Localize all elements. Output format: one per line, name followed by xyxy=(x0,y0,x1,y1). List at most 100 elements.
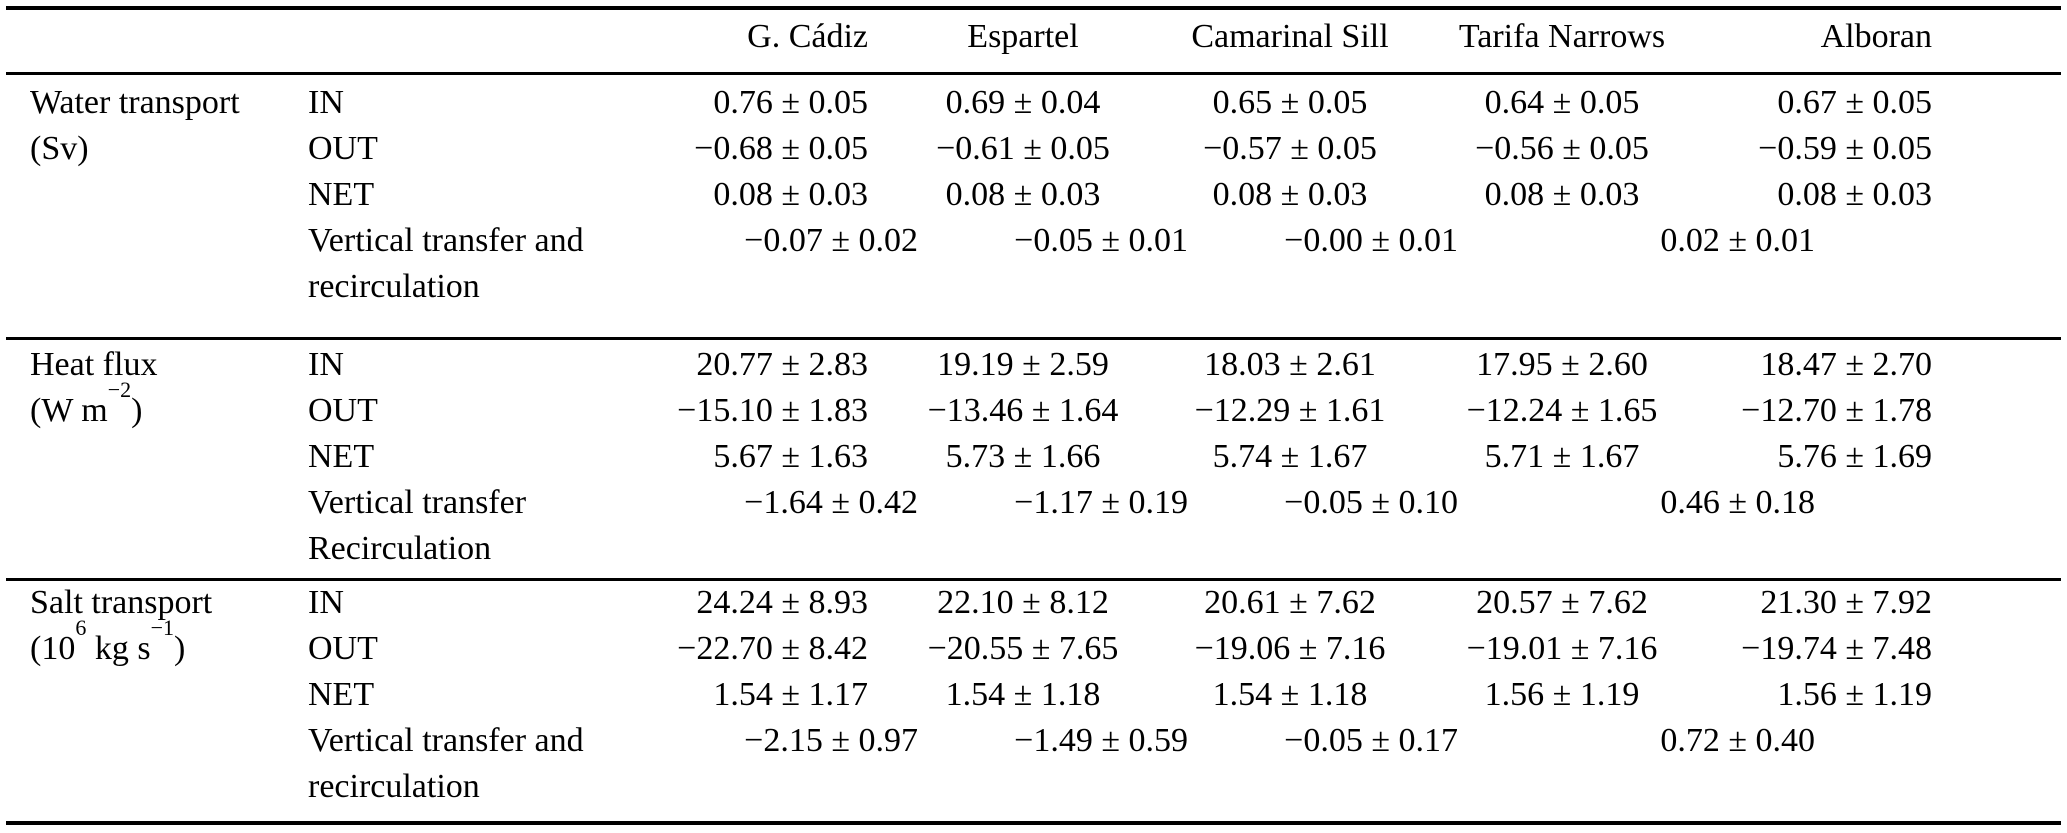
row-label: NET xyxy=(308,676,375,713)
data-cell: 0.67 ± 0.05 xyxy=(1777,84,1932,121)
column-header: Espartel xyxy=(967,18,1079,55)
data-cell: 20.57 ± 7.62 xyxy=(1476,584,1648,621)
table-rule-1 xyxy=(6,72,2061,75)
table-row: NET 5.67 ± 1.63 5.73 ± 1.66 5.74 ± 1.67 5.71… xyxy=(0,434,2067,480)
data-cell: 5.73 ± 1.66 xyxy=(945,438,1101,475)
column-header-row: G. Cádiz Espartel Camarinal Sill Tarifa Nar… xyxy=(0,14,2067,60)
unit-superscript: −1 xyxy=(150,614,174,640)
unit-text: (10 xyxy=(30,630,76,667)
data-cell: 1.54 ± 1.17 xyxy=(713,676,868,713)
data-cell: 20.77 ± 2.83 xyxy=(696,346,868,383)
data-cell: −0.59 ± 0.05 xyxy=(1758,130,1932,167)
row-label: IN xyxy=(308,584,344,621)
data-cell: −19.06 ± 7.16 xyxy=(1194,630,1386,667)
table-row: recirculation xyxy=(0,264,2067,310)
row-label: Recirculation xyxy=(308,530,492,567)
table-row: Vertical transfer and −0.07 ± 0.02 −0.05 ±… xyxy=(0,218,2067,264)
data-cell: 1.56 ± 1.19 xyxy=(1484,676,1640,713)
section-unit: (W m−2) xyxy=(30,378,310,434)
table-row: (106 kg s−1) OUT −22.70 ± 8.42 −20.55 ± 7.6… xyxy=(0,616,2067,672)
data-cell: 5.76 ± 1.69 xyxy=(1777,438,1932,475)
data-cell: −0.61 ± 0.05 xyxy=(936,130,1110,167)
unit-text: ) xyxy=(173,630,186,667)
transfer-value-cell: 0.02 ± 0.01 xyxy=(1660,222,1815,259)
data-cell: −12.29 ± 1.61 xyxy=(1194,392,1386,429)
data-cell: −0.56 ± 0.05 xyxy=(1475,130,1649,167)
section-unit: (Sv) xyxy=(30,126,310,172)
data-cell: 19.19 ± 2.59 xyxy=(937,346,1109,383)
data-cell: 5.67 ± 1.63 xyxy=(713,438,868,475)
section-label: Water transport xyxy=(30,84,240,121)
table-rule-2 xyxy=(6,337,2061,340)
data-cell: −15.10 ± 1.83 xyxy=(677,392,868,429)
transfer-value-cell: −0.00 ± 0.01 xyxy=(1284,222,1458,259)
data-cell: 0.08 ± 0.03 xyxy=(945,176,1101,213)
table-row: (Sv) OUT −0.68 ± 0.05 −0.61 ± 0.05 −0.57 ± 0… xyxy=(0,126,2067,172)
unit-text: (W m xyxy=(30,392,108,429)
row-label: OUT xyxy=(308,392,378,429)
row-label: recirculation xyxy=(308,768,480,805)
data-cell: 17.95 ± 2.60 xyxy=(1476,346,1648,383)
transfer-value-cell: −1.64 ± 0.42 xyxy=(744,484,918,521)
table-rule-4 xyxy=(6,821,2061,825)
data-cell: 20.61 ± 7.62 xyxy=(1204,584,1376,621)
transfer-value-cell: 0.72 ± 0.40 xyxy=(1660,722,1815,759)
data-cell: 1.54 ± 1.18 xyxy=(1212,676,1368,713)
transfer-value-cell: −0.05 ± 0.10 xyxy=(1284,484,1458,521)
transfer-value-cell: −0.05 ± 0.01 xyxy=(1014,222,1188,259)
unit-text: (Sv) xyxy=(30,130,89,167)
table-row: Vertical transfer −1.64 ± 0.42 −1.17 ± 0.1… xyxy=(0,480,2067,526)
data-cell: 21.30 ± 7.92 xyxy=(1760,584,1932,621)
section-label: Salt transport xyxy=(30,584,213,621)
table-row: NET 0.08 ± 0.03 0.08 ± 0.03 0.08 ± 0.03 0.08… xyxy=(0,172,2067,218)
row-label: OUT xyxy=(308,130,378,167)
unit-superscript: −2 xyxy=(107,376,132,402)
unit-text: ) xyxy=(131,392,143,429)
table-row: (W m−2) OUT −15.10 ± 1.83 −13.46 ± 1.64 −12.… xyxy=(0,378,2067,434)
row-label: Vertical transfer and xyxy=(308,722,584,759)
transfer-value-cell: −2.15 ± 0.97 xyxy=(744,722,918,759)
data-cell: 0.08 ± 0.03 xyxy=(1484,176,1640,213)
data-cell: 0.08 ± 0.03 xyxy=(1212,176,1368,213)
row-label: Vertical transfer and xyxy=(308,222,584,259)
unit-text: kg s xyxy=(86,630,151,667)
table-row: NET 1.54 ± 1.17 1.54 ± 1.18 1.54 ± 1.18 1.56… xyxy=(0,672,2067,718)
data-cell: 0.65 ± 0.05 xyxy=(1212,84,1368,121)
data-cell: 18.03 ± 2.61 xyxy=(1204,346,1376,383)
column-header: Camarinal Sill xyxy=(1191,18,1389,55)
section-unit: (106 kg s−1) xyxy=(30,616,310,672)
table-rule-3 xyxy=(6,578,2061,581)
transfer-value-cell: 0.46 ± 0.18 xyxy=(1660,484,1815,521)
data-cell: −0.68 ± 0.05 xyxy=(694,130,868,167)
column-header: G. Cádiz xyxy=(747,18,868,55)
section-label: Heat flux xyxy=(30,346,158,383)
row-label: IN xyxy=(308,346,344,383)
data-cell: 1.56 ± 1.19 xyxy=(1777,676,1932,713)
data-cell: −19.01 ± 7.16 xyxy=(1466,630,1658,667)
row-label: IN xyxy=(308,84,344,121)
data-cell: 5.74 ± 1.67 xyxy=(1212,438,1368,475)
data-cell: 0.08 ± 0.03 xyxy=(713,176,868,213)
data-cell: −19.74 ± 7.48 xyxy=(1741,630,1932,667)
data-cell: −22.70 ± 8.42 xyxy=(677,630,868,667)
row-label: recirculation xyxy=(308,268,480,305)
data-cell: −13.46 ± 1.64 xyxy=(927,392,1119,429)
transfer-value-cell: −0.07 ± 0.02 xyxy=(744,222,918,259)
transfer-value-cell: −1.49 ± 0.59 xyxy=(1014,722,1188,759)
table-row: recirculation xyxy=(0,764,2067,810)
row-label: OUT xyxy=(308,630,378,667)
column-header: Tarifa Narrows xyxy=(1458,18,1666,55)
row-label: NET xyxy=(308,438,375,475)
data-cell: 0.08 ± 0.03 xyxy=(1777,176,1932,213)
table-row: Water transport IN 0.76 ± 0.05 0.69 ± 0.04 0… xyxy=(0,80,2067,126)
data-cell: 22.10 ± 8.12 xyxy=(937,584,1109,621)
data-cell: 0.69 ± 0.04 xyxy=(945,84,1101,121)
data-cell: 0.64 ± 0.05 xyxy=(1484,84,1640,121)
data-cell: −20.55 ± 7.65 xyxy=(927,630,1119,667)
table-row: Recirculation xyxy=(0,526,2067,572)
row-label: NET xyxy=(308,176,375,213)
data-cell: 18.47 ± 2.70 xyxy=(1760,346,1932,383)
transfer-value-cell: −0.05 ± 0.17 xyxy=(1284,722,1458,759)
table-row: Vertical transfer and −2.15 ± 0.97 −1.49 ±… xyxy=(0,718,2067,764)
